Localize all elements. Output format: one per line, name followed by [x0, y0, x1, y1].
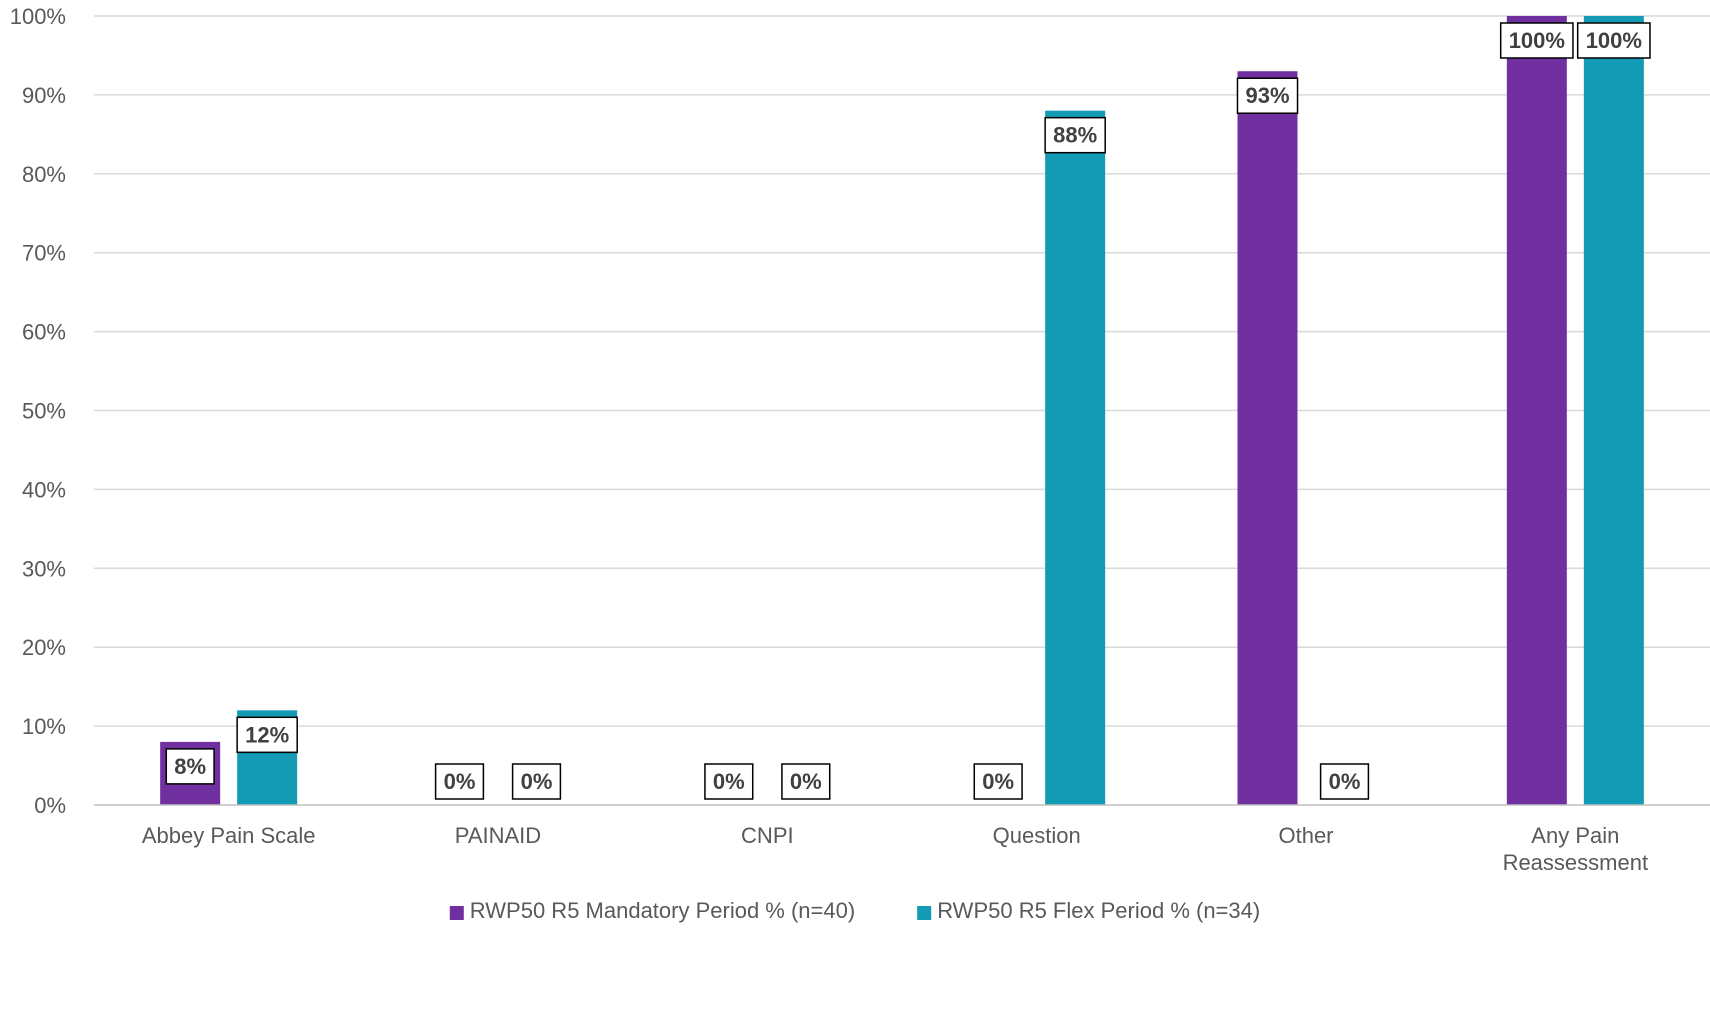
category-label-any-pain-reassessment: Any Pain Reassessment — [1503, 823, 1649, 875]
legend-swatch — [917, 906, 932, 920]
data-label-question-series-2: 88% — [1044, 116, 1106, 154]
data-label-box — [1576, 22, 1651, 59]
legend-item-series-2: RWP50 R5 Flex Period % (n=34) — [917, 898, 1260, 923]
data-labels: 8% 12% 0% 0% 0% 0% 0% 88% 93% 0% 100% 100% — [165, 22, 1651, 800]
y-tick-label: 50% — [22, 399, 66, 424]
data-label-box — [1319, 763, 1370, 800]
data-label-text: 0% — [1329, 769, 1361, 794]
legend-label: RWP50 R5 Flex Period % (n=34) — [937, 898, 1260, 923]
y-tick-label: 80% — [22, 162, 66, 187]
data-label-painaid-series-2: 0% — [511, 763, 562, 800]
data-label-text: 0% — [982, 769, 1014, 794]
data-label-text: 100% — [1509, 28, 1565, 53]
data-label-text: 100% — [1586, 28, 1642, 53]
data-label-text: 88% — [1053, 123, 1097, 148]
y-tick-label: 0% — [34, 793, 66, 818]
legend-label: RWP50 R5 Mandatory Period % (n=40) — [470, 898, 855, 923]
category-label-abbey-pain-scale: Abbey Pain Scale — [142, 823, 316, 848]
y-tick-label: 10% — [22, 714, 66, 739]
data-label-box — [236, 716, 298, 754]
legend-item-series-1: RWP50 R5 Mandatory Period % (n=40) — [449, 898, 855, 923]
bar-question-series-2 — [1045, 110, 1106, 806]
y-tick-label: 60% — [22, 320, 66, 345]
bar-other-series-1 — [1237, 71, 1298, 806]
data-label-cnpi-series-2: 0% — [781, 763, 831, 800]
category-label-cnpi: CNPI — [741, 823, 794, 848]
category-label-painaid: PAINAID — [455, 823, 541, 848]
data-label-abbey-pain-scale-series-2: 12% — [236, 716, 298, 754]
data-label-text: 0% — [521, 769, 553, 794]
y-tick-label: 30% — [22, 556, 66, 581]
data-label-box — [165, 748, 215, 785]
x-axis-categories: Abbey Pain Scale PAINAID CNPI Question Other… — [142, 823, 1648, 875]
data-label-cnpi-series-1: 0% — [704, 763, 754, 800]
data-label-other-series-2: 0% — [1319, 763, 1370, 800]
data-label-box — [1499, 22, 1574, 59]
y-tick-label: 90% — [22, 83, 66, 108]
data-label-box — [704, 763, 754, 800]
legend-swatch — [449, 906, 464, 920]
y-tick-label: 70% — [22, 241, 66, 266]
data-label-question-series-1: 0% — [973, 763, 1023, 800]
gridlines — [94, 15, 1710, 727]
category-label-question: Question — [993, 823, 1081, 848]
data-label-abbey-pain-scale-series-1: 8% — [165, 748, 215, 785]
data-label-text: 12% — [245, 722, 289, 747]
legend: RWP50 R5 Mandatory Period % (n=40) RWP50 … — [449, 898, 1260, 923]
data-label-any-pain-reassessment-series-1: 100% — [1499, 22, 1574, 59]
data-label-box — [511, 763, 562, 800]
bar-any-pain-reassessment-series-1 — [1506, 16, 1567, 805]
data-label-text: 8% — [174, 754, 206, 779]
bar-any-pain-reassessment-series-2 — [1583, 16, 1644, 805]
data-label-painaid-series-1: 0% — [434, 763, 485, 800]
y-tick-label: 40% — [22, 477, 66, 502]
y-axis-ticks: 0% 10% 20% 30% 40% 50% 60% 70% 80% 90% 100% — [10, 4, 66, 818]
data-label-box — [1044, 116, 1106, 154]
data-label-text: 0% — [790, 769, 822, 794]
data-label-box — [434, 763, 485, 800]
data-label-box — [1236, 77, 1299, 114]
data-label-text: 93% — [1245, 83, 1289, 108]
data-label-box — [781, 763, 831, 800]
category-label-other: Other — [1278, 823, 1333, 848]
y-tick-label: 20% — [22, 635, 66, 660]
data-label-text: 0% — [444, 769, 476, 794]
data-label-box — [973, 763, 1023, 800]
data-label-other-series-1: 93% — [1236, 77, 1299, 114]
y-tick-label: 100% — [10, 4, 66, 29]
data-label-text: 0% — [713, 769, 745, 794]
data-label-any-pain-reassessment-series-2: 100% — [1576, 22, 1651, 59]
